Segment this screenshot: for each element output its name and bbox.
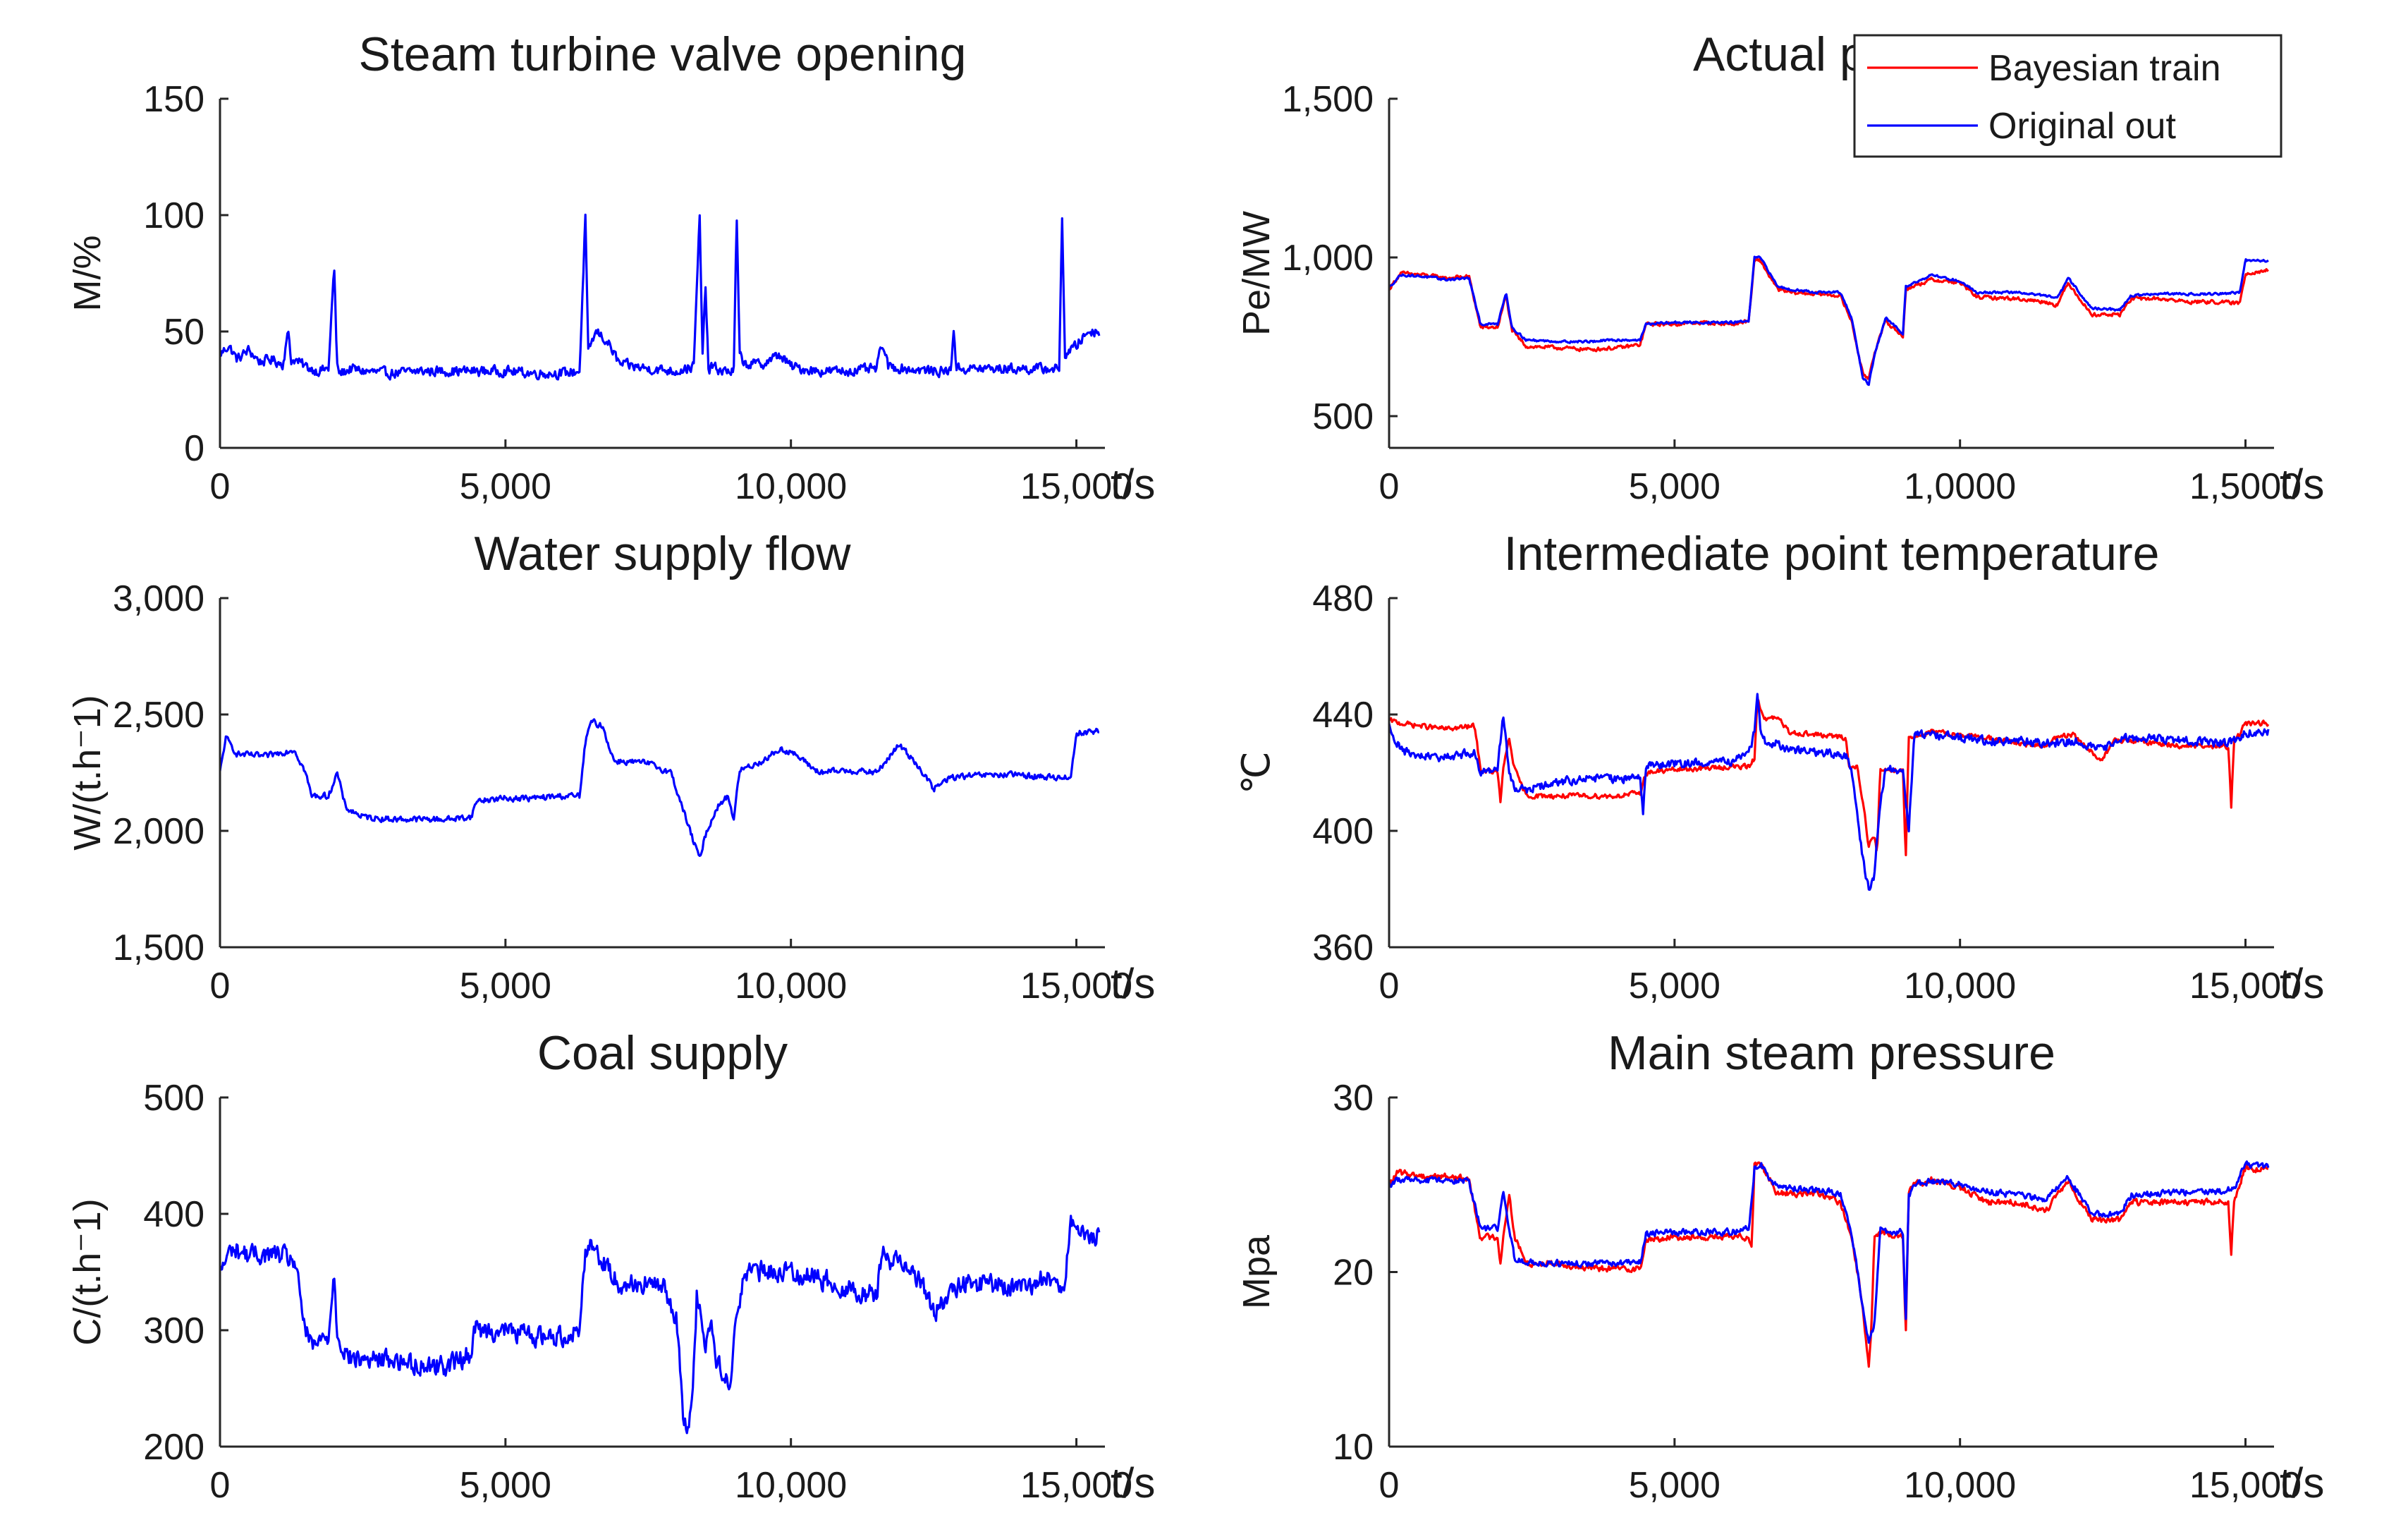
series-line-steam-pressure-2 xyxy=(1388,1160,2270,1344)
y-axis-label: M/% xyxy=(66,236,109,312)
chart-panel-intermediate-temp: 0 5,000 10,000 15,000 360 400 440 480 t/s ℃ Interm… xyxy=(1235,527,2324,1007)
x-tick-label: 15,000 xyxy=(2189,1465,2302,1506)
y-tick-label: 360 xyxy=(1312,927,1374,968)
x-tick-label: 5,000 xyxy=(1629,1465,1721,1506)
x-tick-label: 10,000 xyxy=(1904,1465,2016,1506)
x-tick-label: 10,000 xyxy=(735,1465,847,1506)
x-unit-label: t/s xyxy=(1111,1459,1155,1507)
x-tick-label: 15,000 xyxy=(2189,966,2302,1006)
x-tick-label: 1,5000 xyxy=(2189,466,2302,507)
y-tick-label: 2,000 xyxy=(113,811,204,852)
legend-box xyxy=(1853,34,2282,158)
y-tick-label: 400 xyxy=(143,1194,204,1235)
series-line-water-supply-1 xyxy=(219,718,1100,858)
y-tick-label: 500 xyxy=(1312,396,1374,437)
y-tick-label: 500 xyxy=(143,1078,204,1119)
x-tick-label: 5,000 xyxy=(1629,466,1721,507)
x-tick-label: 0 xyxy=(1379,466,1400,507)
y-tick-label: 1,000 xyxy=(1282,238,1374,279)
chart-panel-steam-pressure: 0 5,000 10,000 15,000 10 20 30 t/s Mpa Main steam… xyxy=(1235,1026,2324,1507)
y-tick-label: 30 xyxy=(1333,1078,1374,1119)
legend-label: Original out xyxy=(1988,106,2176,147)
x-tick-label: 10,000 xyxy=(735,466,847,507)
y-tick-label: 400 xyxy=(1312,811,1374,852)
legend: Bayesian train Original out xyxy=(1853,34,2282,158)
x-tick-label: 0 xyxy=(1379,966,1400,1006)
series-line-actual-power-1 xyxy=(1388,257,2269,380)
x-tick-label: 10,000 xyxy=(1904,966,2016,1006)
x-tick-label: 5,000 xyxy=(460,1465,551,1506)
chart-title: Water supply flow xyxy=(474,527,851,580)
y-tick-label: 20 xyxy=(1333,1253,1374,1294)
chart-title: Intermediate point temperature xyxy=(1504,527,2160,580)
y-tick-label: 50 xyxy=(164,312,204,353)
x-tick-label: 10,000 xyxy=(735,966,847,1006)
series-line-intermediate-temp-2 xyxy=(1388,693,2270,892)
y-tick-label: 150 xyxy=(143,79,204,120)
y-tick-label: 440 xyxy=(1312,695,1374,736)
x-tick-label: 15,000 xyxy=(1020,1465,1132,1506)
y-tick-label: 0 xyxy=(184,428,204,469)
chart-panel-coal-supply: 0 5,000 10,000 15,000 200 300 400 500 t/s C/(t.h⁻… xyxy=(66,1026,1155,1507)
x-tick-label: 0 xyxy=(1379,1465,1400,1506)
x-tick-label: 0 xyxy=(210,466,231,507)
y-axis-label: Mpa xyxy=(1235,1234,1278,1309)
chart-title: Coal supply xyxy=(537,1026,788,1080)
x-unit-label: t/s xyxy=(2280,960,2324,1007)
series-line-coal-supply-1 xyxy=(219,1215,1101,1435)
chart-panel-water-supply: 0 5,000 10,000 15,000 1,500 2,000 2,500 3,000 t/… xyxy=(66,527,1155,1007)
y-axis-label: C/(t.h⁻1) xyxy=(66,1198,109,1346)
x-tick-label: 15,000 xyxy=(1020,466,1132,507)
y-tick-label: 100 xyxy=(143,195,204,236)
y-tick-label: 3,000 xyxy=(113,578,204,619)
x-tick-label: 5,000 xyxy=(460,966,551,1006)
y-tick-label: 2,500 xyxy=(113,695,204,736)
x-tick-label: 1,0000 xyxy=(1904,466,2016,507)
chart-title: Steam turbine valve opening xyxy=(359,28,967,81)
y-axis-label: ℃ xyxy=(1235,751,1278,794)
series-line-valve-opening-1 xyxy=(219,213,1101,381)
x-tick-label: 0 xyxy=(210,966,231,1006)
y-tick-label: 300 xyxy=(143,1310,204,1351)
x-tick-label: 0 xyxy=(210,1465,231,1506)
series-line-actual-power-2 xyxy=(1388,255,2269,387)
y-tick-label: 10 xyxy=(1333,1427,1374,1468)
chart-panel-valve-opening: 0 5,000 10,000 15,000 0 50 100 150 t/s M/% Steam t… xyxy=(66,28,1155,508)
y-tick-label: 1,500 xyxy=(113,927,204,968)
x-unit-label: t/s xyxy=(2280,1459,2324,1507)
x-tick-label: 5,000 xyxy=(460,466,551,507)
y-axis-label: Pe/MW xyxy=(1235,211,1278,336)
x-unit-label: t/s xyxy=(1111,461,1155,508)
x-tick-label: 5,000 xyxy=(1629,966,1721,1006)
x-tick-label: 15,000 xyxy=(1020,966,1132,1006)
chart-panel-actual-power: 0 5,000 1,0000 1,50005001,0001,500t/sPe/MWA… xyxy=(1235,28,2324,508)
legend-label: Bayesian train xyxy=(1988,48,2221,89)
series-line-intermediate-temp-1 xyxy=(1388,698,2270,857)
y-tick-label: 1,500 xyxy=(1282,79,1374,120)
y-axis-label: W/(t.h⁻1) xyxy=(66,695,109,851)
chart-title: Main steam pressure xyxy=(1608,1026,2055,1080)
y-tick-label: 480 xyxy=(1312,578,1374,619)
y-tick-label: 200 xyxy=(143,1427,204,1468)
x-unit-label: t/s xyxy=(2280,461,2324,508)
x-unit-label: t/s xyxy=(1111,960,1155,1007)
